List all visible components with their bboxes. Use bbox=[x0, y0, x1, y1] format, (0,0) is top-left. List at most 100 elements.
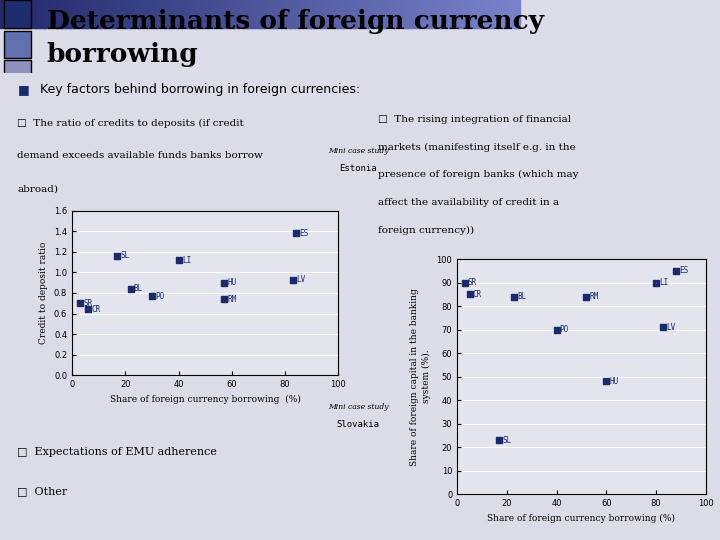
Bar bbox=[138, 0, 144, 28]
Text: Estonia: Estonia bbox=[339, 164, 377, 173]
Bar bbox=[212, 0, 217, 28]
Text: CR: CR bbox=[472, 290, 482, 299]
Bar bbox=[69, 0, 75, 28]
Bar bbox=[320, 0, 325, 28]
Bar bbox=[207, 0, 213, 28]
Bar bbox=[285, 0, 291, 28]
Bar bbox=[246, 0, 252, 28]
Bar bbox=[186, 0, 192, 28]
Bar bbox=[497, 0, 503, 28]
Bar bbox=[181, 0, 187, 28]
Bar bbox=[134, 0, 140, 28]
Text: Key factors behind borrowing in foreign currencies:: Key factors behind borrowing in foreign … bbox=[40, 83, 360, 97]
Y-axis label: Share of foreign capital in the banking
system (%).: Share of foreign capital in the banking … bbox=[410, 288, 431, 465]
Bar bbox=[117, 0, 122, 28]
Bar bbox=[86, 0, 92, 28]
Text: CR: CR bbox=[91, 305, 100, 314]
Bar bbox=[233, 0, 239, 28]
Point bbox=[508, 293, 520, 301]
Bar bbox=[203, 0, 209, 28]
Bar bbox=[354, 0, 360, 28]
Text: BL: BL bbox=[134, 285, 143, 293]
Bar bbox=[475, 0, 481, 28]
Text: SR: SR bbox=[84, 299, 92, 308]
Bar bbox=[60, 0, 66, 28]
Bar bbox=[164, 0, 170, 28]
Bar bbox=[328, 0, 334, 28]
Bar bbox=[65, 0, 71, 28]
Bar bbox=[43, 0, 49, 28]
Point bbox=[146, 292, 158, 300]
Bar bbox=[173, 0, 179, 28]
Bar bbox=[0, 0, 6, 28]
Bar bbox=[410, 0, 416, 28]
Point bbox=[670, 267, 682, 275]
Bar bbox=[9, 0, 14, 28]
Bar bbox=[406, 0, 412, 28]
Text: demand exceeds available funds banks borrow: demand exceeds available funds banks bor… bbox=[17, 151, 264, 160]
Bar bbox=[505, 0, 511, 28]
Bar bbox=[39, 0, 45, 28]
Bar bbox=[432, 0, 438, 28]
Bar bbox=[99, 0, 105, 28]
Bar bbox=[168, 0, 174, 28]
Bar bbox=[199, 0, 204, 28]
Bar bbox=[194, 0, 200, 28]
Point bbox=[464, 290, 475, 299]
Bar bbox=[510, 0, 516, 28]
Bar bbox=[48, 0, 53, 28]
Bar bbox=[95, 0, 101, 28]
Bar bbox=[307, 0, 312, 28]
Bar bbox=[35, 0, 40, 28]
Text: abroad): abroad) bbox=[17, 184, 58, 193]
Text: LV: LV bbox=[666, 323, 675, 332]
Bar bbox=[52, 0, 58, 28]
FancyBboxPatch shape bbox=[4, 0, 31, 28]
Text: affect the availability of credit in a: affect the availability of credit in a bbox=[378, 198, 559, 207]
Text: □  Other: □ Other bbox=[17, 487, 68, 497]
Bar bbox=[501, 0, 507, 28]
Point bbox=[657, 323, 669, 332]
Bar bbox=[337, 0, 343, 28]
Bar bbox=[156, 0, 161, 28]
Point bbox=[287, 275, 299, 284]
Text: ES: ES bbox=[679, 266, 688, 275]
Point bbox=[551, 325, 562, 334]
Text: ES: ES bbox=[299, 229, 308, 238]
Text: SR: SR bbox=[467, 278, 477, 287]
Bar bbox=[488, 0, 494, 28]
Text: foreign currency)): foreign currency)) bbox=[378, 226, 474, 235]
Point bbox=[600, 377, 612, 386]
Text: LI: LI bbox=[181, 255, 191, 265]
Point bbox=[494, 436, 505, 444]
Point bbox=[125, 285, 136, 293]
Bar bbox=[22, 0, 27, 28]
Text: PO: PO bbox=[155, 292, 164, 301]
X-axis label: Share of foreign currency borrowing (%): Share of foreign currency borrowing (%) bbox=[487, 514, 675, 523]
Bar bbox=[147, 0, 153, 28]
Bar bbox=[367, 0, 373, 28]
Bar bbox=[112, 0, 118, 28]
Bar bbox=[454, 0, 459, 28]
Bar bbox=[108, 0, 114, 28]
Bar bbox=[333, 0, 338, 28]
Text: markets (manifesting itself e.g. in the: markets (manifesting itself e.g. in the bbox=[378, 143, 575, 152]
Bar bbox=[419, 0, 425, 28]
Point bbox=[74, 299, 86, 308]
Text: presence of foreign banks (which may: presence of foreign banks (which may bbox=[378, 170, 578, 179]
Bar bbox=[341, 0, 347, 28]
Bar bbox=[13, 0, 19, 28]
Bar bbox=[281, 0, 287, 28]
Bar bbox=[458, 0, 464, 28]
Bar bbox=[82, 0, 88, 28]
Point bbox=[650, 278, 662, 287]
Point bbox=[218, 295, 230, 303]
Bar bbox=[255, 0, 261, 28]
Bar bbox=[242, 0, 248, 28]
Bar bbox=[130, 0, 135, 28]
Bar bbox=[251, 0, 256, 28]
X-axis label: Share of foreign currency borrowing  (%): Share of foreign currency borrowing (%) bbox=[109, 395, 301, 404]
Bar bbox=[436, 0, 442, 28]
Bar bbox=[376, 0, 382, 28]
Text: □  The ratio of credits to deposits (if credit: □ The ratio of credits to deposits (if c… bbox=[17, 118, 244, 127]
